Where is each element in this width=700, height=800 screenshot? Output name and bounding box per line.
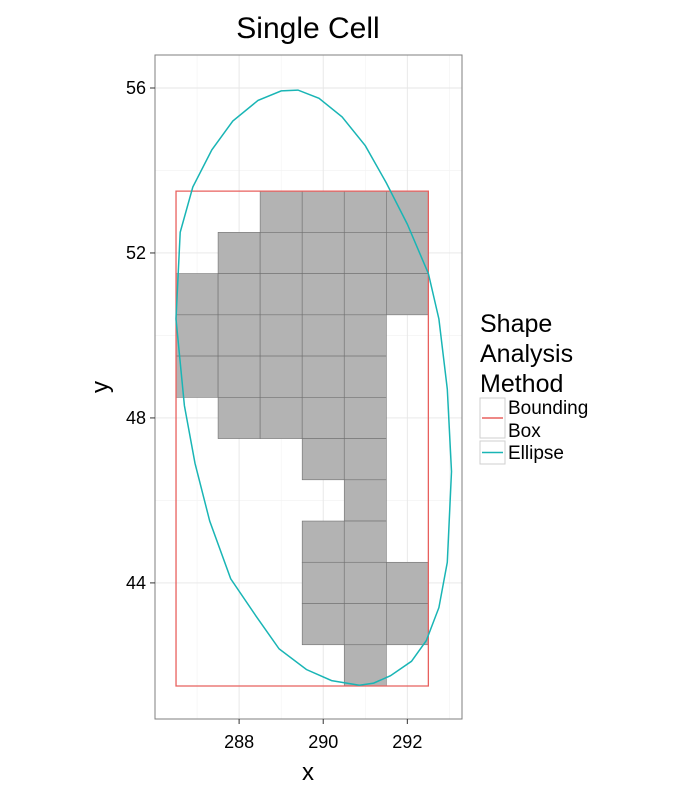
x-tick-label: 292 <box>392 732 422 752</box>
cell-tiles <box>175 190 429 687</box>
plot-panel-border <box>154 54 463 720</box>
tile <box>386 232 429 274</box>
tile <box>301 561 345 604</box>
y-tick-label: 48 <box>126 408 146 428</box>
tile <box>343 397 387 439</box>
tile <box>343 273 387 316</box>
chart-title: Single Cell <box>236 12 379 45</box>
tile <box>259 273 303 316</box>
tile <box>217 355 261 398</box>
legend: Shape Analysis Method Bounding Box Ellip… <box>479 310 588 465</box>
tile <box>343 314 387 357</box>
tile <box>259 314 303 357</box>
x-axis-title: x <box>302 759 314 786</box>
tile <box>343 561 387 604</box>
tile <box>386 603 429 646</box>
tile <box>301 438 345 481</box>
tile <box>301 355 345 398</box>
y-axis: 44 48 52 56 <box>126 78 155 593</box>
tile <box>175 273 219 316</box>
tile <box>301 314 345 357</box>
x-tick-label: 288 <box>224 732 254 752</box>
ellipse-outline <box>175 89 453 686</box>
legend-label-bounding-line-1: Bounding <box>508 398 588 419</box>
tile <box>217 232 261 274</box>
legend-label-ellipse: Ellipse <box>508 443 564 464</box>
y-tick-label: 44 <box>126 573 146 593</box>
tile <box>217 314 261 357</box>
tile <box>301 232 345 274</box>
tile <box>343 355 387 398</box>
legend-title-line-2: Analysis <box>480 340 573 368</box>
legend-label-bounding-line-2: Box <box>508 421 541 442</box>
legend-title-line-1: Shape <box>480 310 552 338</box>
tile <box>301 397 345 439</box>
tile <box>259 190 303 233</box>
x-tick-label: 290 <box>308 732 338 752</box>
y-tick-label: 52 <box>126 243 146 263</box>
tile <box>259 232 303 274</box>
tile <box>343 190 387 233</box>
tile <box>386 273 429 316</box>
tile <box>259 397 303 439</box>
tile <box>343 438 387 481</box>
tile <box>343 644 387 687</box>
tile <box>343 603 387 646</box>
tile <box>343 479 387 522</box>
tile <box>301 603 345 646</box>
y-axis-title: y <box>87 381 114 393</box>
tile <box>259 355 303 398</box>
tile <box>217 273 261 316</box>
tile <box>217 397 261 439</box>
tile <box>301 520 345 563</box>
y-tick-label: 56 <box>126 78 146 98</box>
tile <box>175 314 219 357</box>
tile <box>301 190 345 233</box>
tile <box>301 273 345 316</box>
tile <box>343 520 387 563</box>
tile <box>386 190 429 233</box>
tile <box>386 561 429 604</box>
legend-title-line-3: Method <box>480 370 563 398</box>
x-axis: 288 290 292 <box>224 719 422 752</box>
tile <box>343 232 387 274</box>
bounding-box-outline <box>175 190 430 687</box>
